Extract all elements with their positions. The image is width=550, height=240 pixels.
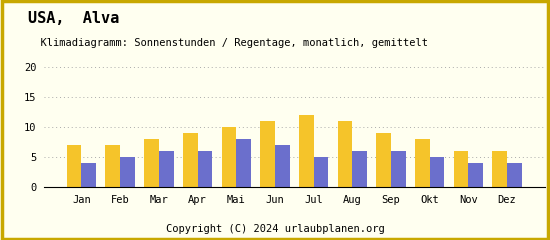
Bar (222, 127, 236, 187)
Bar (120, 157, 135, 187)
Bar (338, 121, 353, 187)
Bar (183, 133, 197, 187)
Bar (275, 145, 290, 187)
Bar (415, 139, 430, 187)
Bar (430, 157, 444, 187)
Bar (492, 151, 507, 187)
Text: Copyright (C) 2024 urlaubplanen.org: Copyright (C) 2024 urlaubplanen.org (166, 224, 384, 234)
Bar (67, 145, 81, 187)
Bar (159, 151, 174, 187)
Bar (106, 145, 120, 187)
Bar (81, 163, 96, 187)
Bar (197, 151, 212, 187)
Bar (469, 163, 483, 187)
Bar (299, 115, 314, 187)
Bar (236, 139, 251, 187)
Bar (144, 139, 159, 187)
Text: Klimadiagramm: Sonnenstunden / Regentage, monatlich, gemittelt: Klimadiagramm: Sonnenstunden / Regentage… (28, 38, 427, 48)
Bar (507, 163, 522, 187)
Bar (391, 151, 406, 187)
Text: USA,  Alva: USA, Alva (28, 11, 119, 26)
Bar (353, 151, 367, 187)
Bar (260, 121, 275, 187)
Bar (454, 151, 469, 187)
Bar (314, 157, 328, 187)
Bar (376, 133, 391, 187)
